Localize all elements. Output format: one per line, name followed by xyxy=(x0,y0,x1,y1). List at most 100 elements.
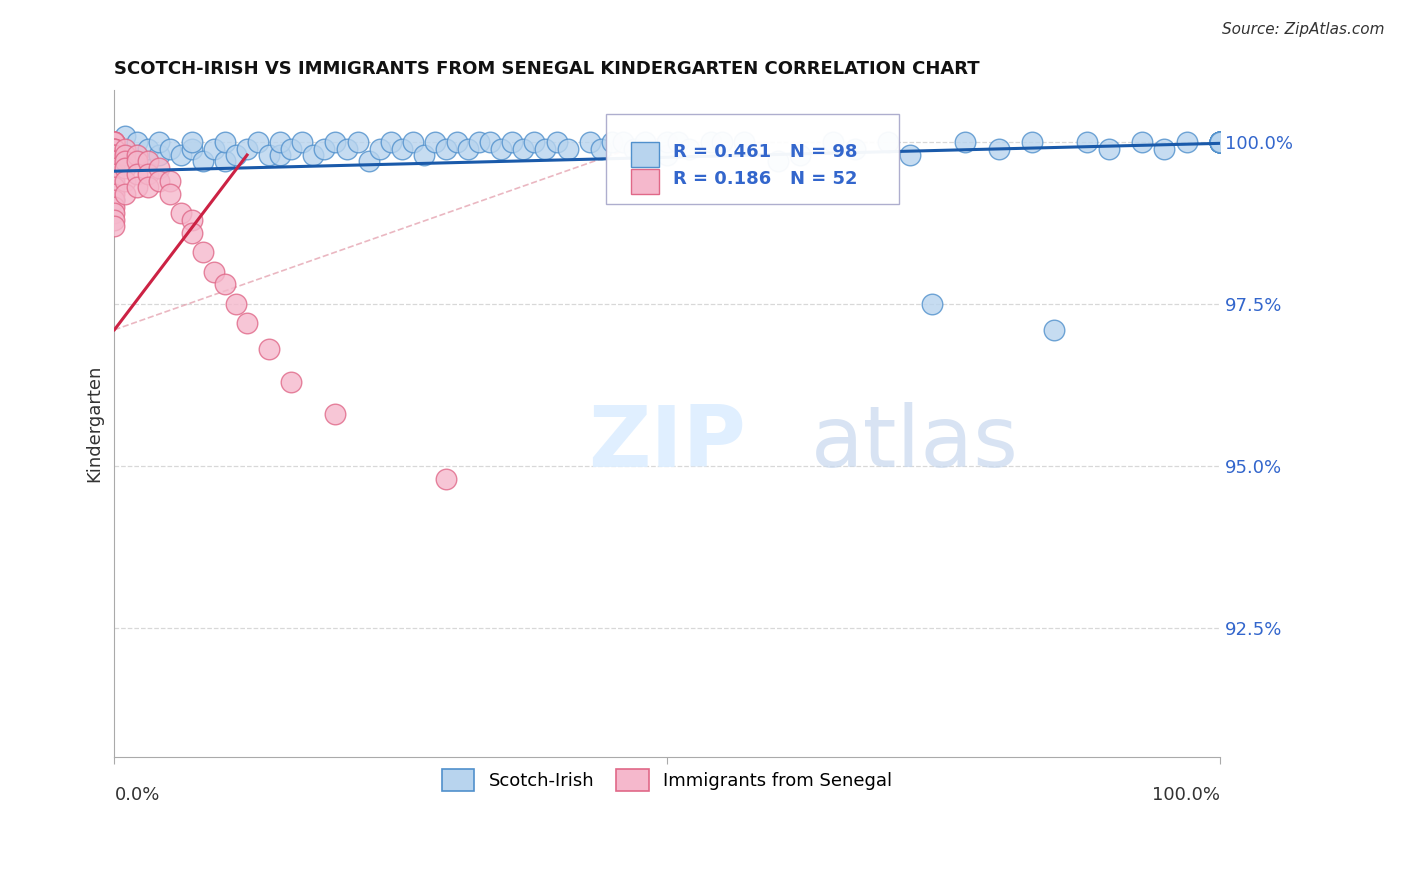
Point xyxy=(136,154,159,169)
Point xyxy=(103,135,125,149)
Text: Source: ZipAtlas.com: Source: ZipAtlas.com xyxy=(1222,22,1385,37)
Point xyxy=(1209,135,1232,149)
Point xyxy=(335,142,357,156)
Point xyxy=(103,135,125,149)
Point xyxy=(103,180,125,194)
Point xyxy=(921,297,943,311)
Point xyxy=(623,142,645,156)
Point xyxy=(711,135,734,149)
Point xyxy=(180,226,202,240)
Point xyxy=(1209,135,1232,149)
Point xyxy=(446,135,468,149)
Point xyxy=(700,135,723,149)
Point xyxy=(214,154,236,169)
Point xyxy=(103,206,125,220)
Point xyxy=(136,180,159,194)
Point xyxy=(325,407,347,421)
Point xyxy=(159,186,181,201)
Point xyxy=(666,135,689,149)
Point xyxy=(821,135,844,149)
Point xyxy=(987,142,1010,156)
Point xyxy=(589,142,612,156)
Point xyxy=(103,148,125,162)
Point xyxy=(1209,135,1232,149)
Point xyxy=(1153,142,1175,156)
Text: 100.0%: 100.0% xyxy=(1152,787,1220,805)
Point xyxy=(103,194,125,208)
Point xyxy=(202,264,225,278)
Point xyxy=(180,212,202,227)
Point xyxy=(103,186,125,201)
Point xyxy=(898,148,921,162)
Point xyxy=(114,128,136,143)
Point xyxy=(114,142,136,156)
Point xyxy=(457,142,479,156)
Point xyxy=(103,135,125,149)
Point xyxy=(125,168,148,182)
FancyBboxPatch shape xyxy=(630,169,659,194)
Point xyxy=(346,135,368,149)
Point xyxy=(280,375,302,389)
Point xyxy=(423,135,446,149)
Point xyxy=(600,135,623,149)
Point xyxy=(103,161,125,175)
Point xyxy=(1098,142,1121,156)
Point xyxy=(391,142,413,156)
Point xyxy=(501,135,523,149)
Point xyxy=(402,135,425,149)
Point xyxy=(955,135,977,149)
Point xyxy=(114,161,136,175)
Point xyxy=(170,206,193,220)
Point xyxy=(114,154,136,169)
Point xyxy=(655,135,678,149)
Point xyxy=(103,154,125,169)
Point xyxy=(114,186,136,201)
Text: 0.0%: 0.0% xyxy=(114,787,160,805)
Point xyxy=(1209,135,1232,149)
Point xyxy=(103,142,125,156)
Point xyxy=(1209,135,1232,149)
Point xyxy=(103,174,125,188)
Point xyxy=(125,148,148,162)
Point xyxy=(247,135,270,149)
Point xyxy=(491,142,513,156)
Point xyxy=(269,135,291,149)
Point xyxy=(434,142,457,156)
Point xyxy=(1209,135,1232,149)
Point xyxy=(103,180,125,194)
Point xyxy=(103,168,125,182)
Point xyxy=(136,154,159,169)
Point xyxy=(1209,135,1232,149)
Point xyxy=(257,148,280,162)
Point xyxy=(148,148,170,162)
Point xyxy=(159,174,181,188)
Point xyxy=(1209,135,1232,149)
Point xyxy=(523,135,546,149)
Point xyxy=(225,297,247,311)
Point xyxy=(159,142,181,156)
Text: atlas: atlas xyxy=(811,402,1019,485)
Point xyxy=(314,142,336,156)
Point xyxy=(125,154,148,169)
Point xyxy=(269,148,291,162)
Point xyxy=(1209,135,1232,149)
Point xyxy=(468,135,491,149)
Point xyxy=(557,142,579,156)
Point xyxy=(148,161,170,175)
Point xyxy=(236,316,259,330)
Point xyxy=(479,135,502,149)
Point xyxy=(434,472,457,486)
Point xyxy=(103,219,125,234)
Point xyxy=(1209,135,1232,149)
Point xyxy=(103,194,125,208)
Point xyxy=(291,135,314,149)
Point xyxy=(103,135,125,149)
Point xyxy=(546,135,568,149)
Point xyxy=(678,142,700,156)
Point xyxy=(1209,135,1232,149)
Point xyxy=(1209,135,1232,149)
Point xyxy=(214,135,236,149)
Point xyxy=(103,142,125,156)
Text: R = 0.461   N = 98: R = 0.461 N = 98 xyxy=(672,144,858,161)
Point xyxy=(280,142,302,156)
